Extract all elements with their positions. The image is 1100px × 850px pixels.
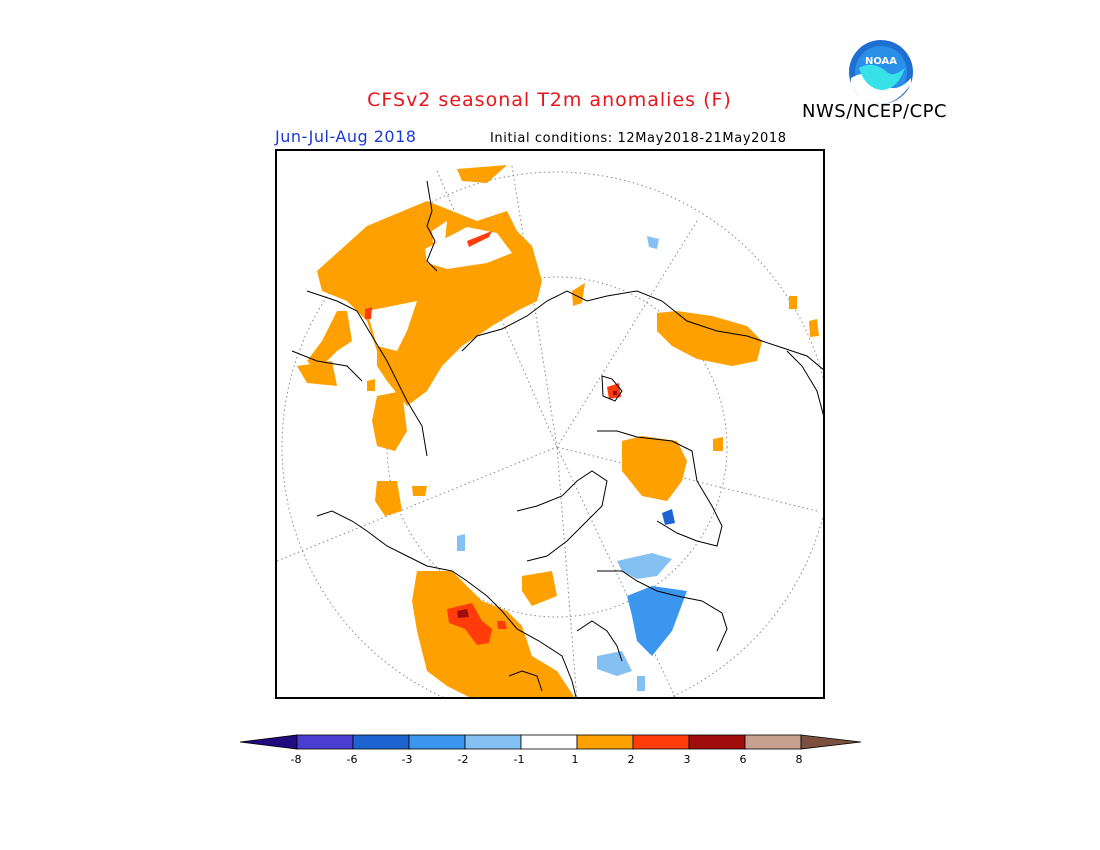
legend-tick: 3	[683, 753, 691, 766]
legend-cell	[632, 734, 690, 750]
legend-cell	[744, 734, 802, 750]
legend-tick: 2	[627, 753, 635, 766]
legend-cell	[688, 734, 746, 750]
legend-cell	[352, 734, 410, 750]
coastlines	[291, 180, 823, 697]
legend-cell-low	[240, 734, 298, 750]
legend-cell	[464, 734, 522, 750]
color-legend	[240, 734, 862, 750]
legend-tick: -2	[457, 753, 469, 766]
polar-map	[277, 165, 823, 697]
map-frame	[275, 149, 825, 699]
legend-cell	[296, 734, 354, 750]
legend-tick: 8	[795, 753, 803, 766]
legend-cell	[576, 734, 634, 750]
legend-cell	[520, 734, 578, 750]
forecast-period: Jun-Jul-Aug 2018	[275, 127, 417, 146]
agency-label: NWS/NCEP/CPC	[802, 101, 948, 122]
very-warm-regions	[457, 391, 617, 618]
legend-tick: 1	[571, 753, 579, 766]
legend-tick: -3	[401, 753, 413, 766]
legend-tick: 6	[739, 753, 747, 766]
cool-anomaly-regions	[457, 236, 687, 691]
svg-text:NOAA: NOAA	[865, 56, 897, 67]
legend-tick: -8	[290, 753, 302, 766]
initial-conditions: Initial conditions: 12May2018-21May2018	[490, 131, 787, 146]
map-title: CFSv2 seasonal T2m anomalies (F)	[367, 89, 732, 111]
legend-tick: -1	[513, 753, 525, 766]
noaa-logo: NOAA	[849, 40, 913, 104]
legend-cell	[408, 734, 466, 750]
warm-anomaly-regions	[297, 165, 819, 697]
legend-tick: -6	[346, 753, 358, 766]
legend-cell-high	[800, 734, 862, 750]
